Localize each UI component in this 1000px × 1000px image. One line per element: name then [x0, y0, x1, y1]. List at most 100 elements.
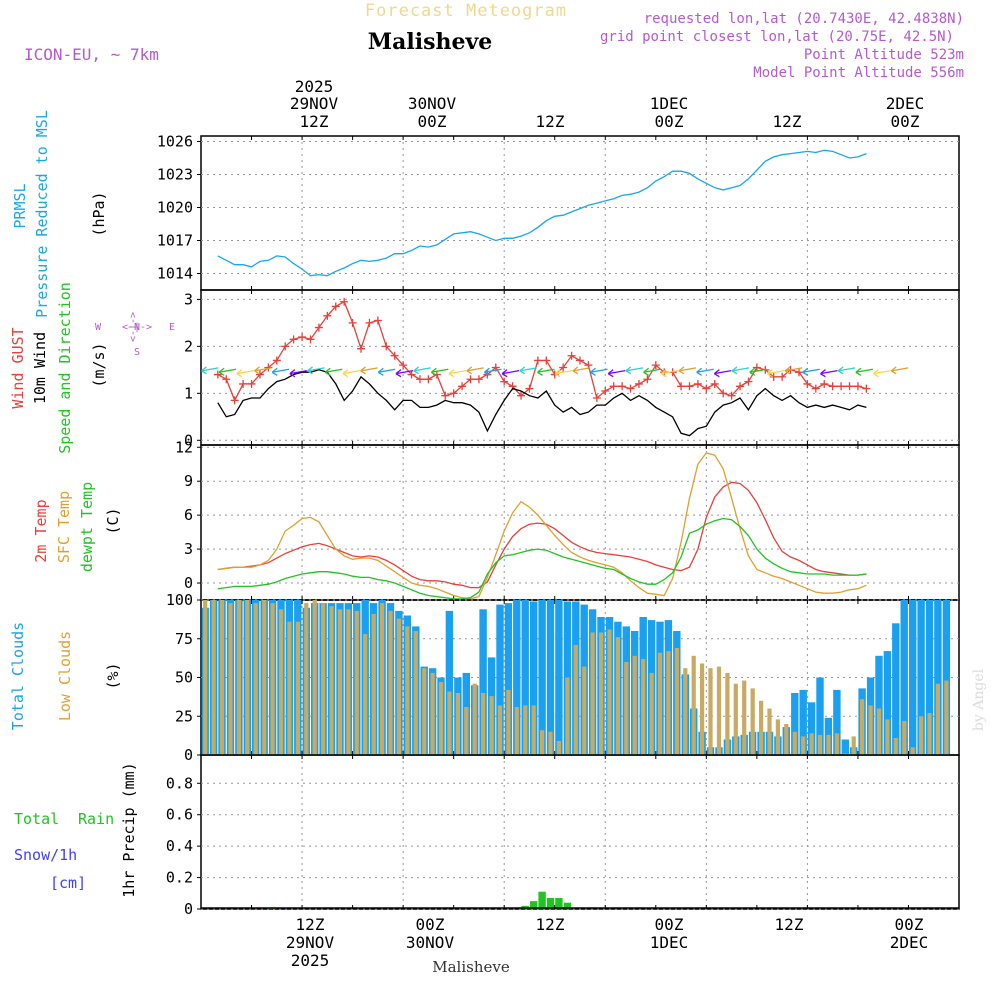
wind-direction-arrow: [643, 367, 661, 376]
wind-speed-label: Speed and Direction: [56, 282, 74, 454]
y-tick-label: 9: [184, 472, 193, 490]
panel-frame: [200, 444, 960, 601]
y-tick-label: 0: [184, 431, 193, 449]
top-axis-label: 12Z: [773, 112, 802, 131]
temp-panel-labels: 2m Temp SFC Temp dewpt Temp (C): [32, 482, 122, 572]
bottom-axis-label: 30NOV: [406, 933, 455, 952]
total-cloud-bar: [546, 600, 555, 755]
low-cloud-bar: [287, 621, 292, 755]
low-cloud-bar: [228, 603, 233, 755]
gust-marker: [651, 361, 660, 370]
precip-unit: 1hr Precip (mm): [120, 762, 138, 897]
wind-direction-arrow: [289, 369, 307, 378]
gust-marker: [862, 384, 871, 393]
low-cloud-bar: [851, 736, 856, 755]
gust-marker: [609, 382, 618, 391]
low-cloud-bar: [885, 719, 890, 755]
top-axis-labels: 2025 29NOV 12Z 30NOV 00Z 12Z 1DEC 00Z 12…: [290, 77, 924, 131]
low-cloud-bar: [834, 733, 839, 755]
top-axis-label: 00Z: [655, 112, 684, 131]
total-cloud-bar: [807, 702, 816, 755]
top-axis-label: 00Z: [418, 112, 447, 131]
low-cloud-bar: [927, 713, 932, 755]
low-cloud-bar: [396, 618, 401, 755]
y-tick-label: 75: [175, 630, 193, 648]
watermark: by Angel: [971, 668, 987, 731]
low-cloud-bar: [607, 629, 612, 755]
wind-direction-arrow: [890, 366, 909, 375]
total-cloud-bar: [917, 600, 925, 755]
panel-3: 0 25 50 75 100: [166, 591, 960, 764]
rain-label: Rain: [78, 810, 114, 828]
pressure-panel-labels: PRMSL Pressure Reduced to MSL (hPa): [11, 110, 108, 318]
low-cloud-bar: [826, 734, 831, 755]
gust-marker: [390, 351, 399, 360]
wind-unit: (m/s): [90, 342, 108, 387]
gust-marker: [424, 375, 433, 384]
snow-label: Snow/1h: [14, 846, 77, 864]
total-cloud-bar: [521, 600, 529, 755]
low-cloud-bar: [329, 606, 334, 755]
gust-marker: [289, 335, 298, 344]
gust-marker: [382, 342, 391, 351]
gust-marker: [323, 311, 332, 320]
bottom-axis-label: 29NOV: [286, 933, 335, 952]
low-cloud-bar: [455, 693, 460, 755]
bottom-axis-labels: 12Z 29NOV 2025 00Z 30NOV 12Z 00Z 1DEC 12…: [286, 915, 928, 976]
low-cloud-bar: [278, 609, 284, 755]
gust-marker: [736, 382, 745, 391]
wind-direction-arrow: [395, 369, 414, 378]
bottom-axis-label: 00Z: [895, 915, 924, 934]
total-cloud-bar: [925, 600, 934, 755]
low-cloud-bar: [523, 705, 528, 755]
total-clouds-label: Total Clouds: [9, 622, 27, 730]
compass-n: N: [134, 322, 140, 333]
total-cloud-bar: [875, 655, 883, 755]
wind-direction-arrow: [837, 366, 856, 375]
wind-direction-arrow: [625, 366, 644, 375]
gust-marker: [542, 356, 551, 365]
low-cloud-bar: [497, 705, 503, 755]
low-cloud-bar: [700, 663, 705, 755]
wind-direction-arrow: [218, 367, 237, 376]
series-line-sfc-temp: [217, 452, 867, 600]
compass-horizontal: <-|->: [122, 322, 152, 333]
total-cloud-bar: [909, 600, 917, 755]
wind-direction-arrow: [236, 369, 254, 378]
wind-direction-arrow: [554, 369, 573, 378]
low-cloud-bar: [548, 731, 553, 756]
gust-marker: [449, 389, 458, 398]
wind10m-label: 10m Wind: [31, 332, 49, 404]
low-cloud-bar: [817, 734, 823, 755]
low-cloud-bar: [565, 677, 570, 755]
gust-marker: [693, 379, 702, 388]
wind-direction-arrow: [766, 369, 785, 378]
gust-marker: [474, 375, 483, 384]
total-cloud-bar: [479, 609, 487, 755]
y-tick-label: 0: [184, 574, 193, 592]
gust-marker: [727, 391, 736, 400]
gust-marker: [255, 370, 264, 379]
wind-direction-arrow: [802, 367, 820, 376]
series-line-2m-temp: [217, 481, 867, 589]
bottom-axis-label: 2DEC: [890, 933, 929, 952]
gust-marker: [719, 389, 728, 398]
wind-direction-arrow: [855, 367, 873, 376]
low-cloud-bar: [363, 634, 368, 755]
low-cloud-bar: [624, 662, 629, 755]
total-cloud-bar: [883, 651, 892, 755]
bottom-axis-label: 00Z: [655, 915, 684, 934]
low-cloud-bar: [253, 603, 258, 755]
low-cloud-bar: [405, 626, 410, 755]
low-cloud-bar: [380, 603, 385, 755]
wind-direction-arrow: [342, 369, 361, 378]
gust-marker: [820, 379, 829, 388]
gust-marker: [702, 384, 711, 393]
gust-marker: [500, 377, 509, 386]
snow-unit: [cm]: [50, 874, 86, 892]
model-label: ICON-EU, ~ 7km: [24, 45, 159, 64]
total-cloud-bar: [791, 693, 799, 755]
pressure-unit: (hPa): [90, 191, 108, 236]
wind-direction-arrow: [254, 366, 272, 375]
gust-marker: [441, 391, 450, 400]
